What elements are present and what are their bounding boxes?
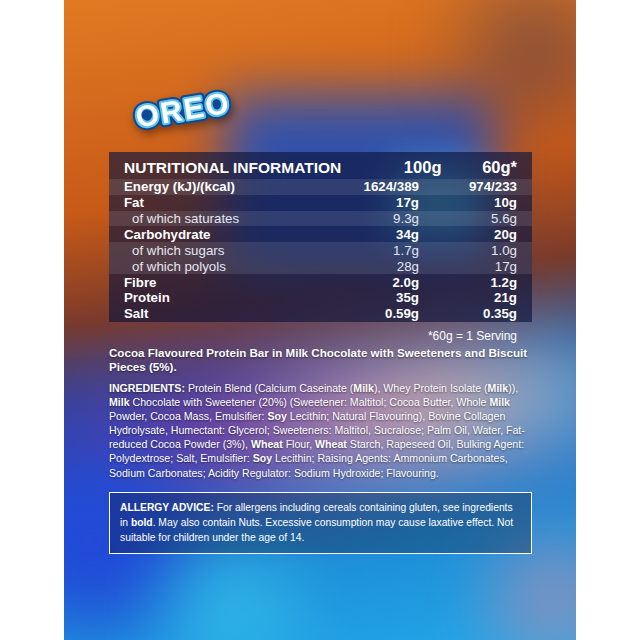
svg-text:OREO: OREO xyxy=(133,86,233,133)
